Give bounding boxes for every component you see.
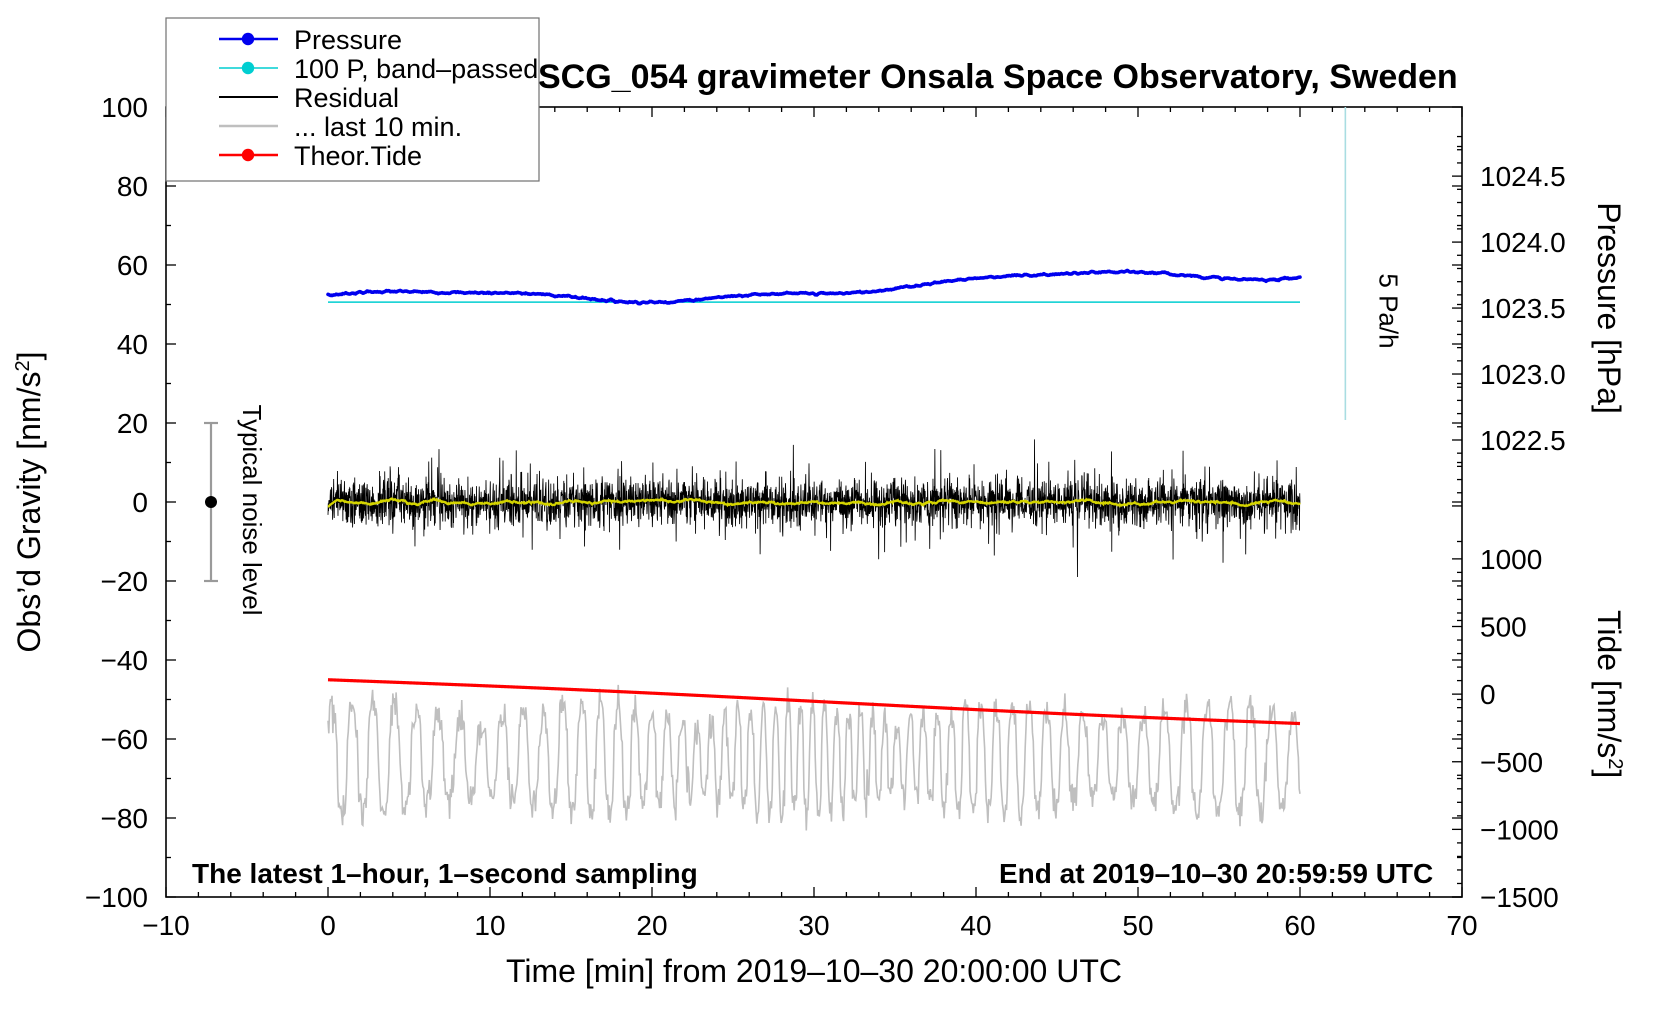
svg-text:100 P, band–passed: 100 P, band–passed xyxy=(294,54,538,84)
svg-text:500: 500 xyxy=(1480,612,1527,643)
svg-text:The latest 1–hour, 1–second sa: The latest 1–hour, 1–second sampling xyxy=(192,858,698,889)
svg-text:−100: −100 xyxy=(85,882,148,913)
svg-text:Theor.Tide: Theor.Tide xyxy=(294,141,422,171)
svg-text:−40: −40 xyxy=(101,645,149,676)
svg-text:−500: −500 xyxy=(1480,747,1543,778)
svg-text:0: 0 xyxy=(132,487,148,518)
svg-text:1023.5: 1023.5 xyxy=(1480,293,1566,324)
svg-text:... last 10 min.: ... last 10 min. xyxy=(294,112,462,142)
svg-text:60: 60 xyxy=(117,250,148,281)
svg-text:0: 0 xyxy=(1480,679,1496,710)
svg-text:40: 40 xyxy=(960,910,991,941)
svg-text:−1500: −1500 xyxy=(1480,882,1559,913)
svg-text:100: 100 xyxy=(101,92,148,123)
svg-text:Tide [nm/s2]: Tide [nm/s2] xyxy=(1591,610,1627,778)
svg-text:60: 60 xyxy=(1284,910,1315,941)
svg-text:1000: 1000 xyxy=(1480,544,1542,575)
svg-text:SCG_054 gravimeter Onsala Spac: SCG_054 gravimeter Onsala Space Observat… xyxy=(538,58,1458,96)
svg-text:1024.0: 1024.0 xyxy=(1480,227,1566,258)
svg-text:1023.0: 1023.0 xyxy=(1480,359,1566,390)
svg-text:20: 20 xyxy=(117,408,148,439)
svg-text:Obs’d Gravity [nm/s2]: Obs’d Gravity [nm/s2] xyxy=(11,352,47,653)
svg-text:−60: −60 xyxy=(101,724,149,755)
svg-text:30: 30 xyxy=(798,910,829,941)
svg-text:Residual: Residual xyxy=(294,83,399,113)
svg-text:End at 2019–10–30 20:59:59 UTC: End at 2019–10–30 20:59:59 UTC xyxy=(999,858,1433,889)
svg-text:−1000: −1000 xyxy=(1480,814,1559,845)
svg-text:−80: −80 xyxy=(101,803,149,834)
svg-text:40: 40 xyxy=(117,329,148,360)
svg-text:Time [min] from 2019–10–30 20:: Time [min] from 2019–10–30 20:00:00 UTC xyxy=(506,953,1122,989)
svg-text:50: 50 xyxy=(1122,910,1153,941)
svg-text:Pressure [hPa]: Pressure [hPa] xyxy=(1591,202,1627,414)
svg-text:1022.5: 1022.5 xyxy=(1480,425,1566,456)
svg-text:1024.5: 1024.5 xyxy=(1480,161,1566,192)
svg-text:−10: −10 xyxy=(142,910,190,941)
svg-text:0: 0 xyxy=(320,910,336,941)
svg-text:10: 10 xyxy=(474,910,505,941)
svg-text:20: 20 xyxy=(636,910,667,941)
svg-text:5 Pa/h: 5 Pa/h xyxy=(1373,273,1403,348)
svg-text:−20: −20 xyxy=(101,566,149,597)
svg-text:Typical noise level: Typical noise level xyxy=(237,405,267,616)
svg-text:70: 70 xyxy=(1446,910,1477,941)
svg-text:Pressure: Pressure xyxy=(294,25,402,55)
svg-text:80: 80 xyxy=(117,171,148,202)
